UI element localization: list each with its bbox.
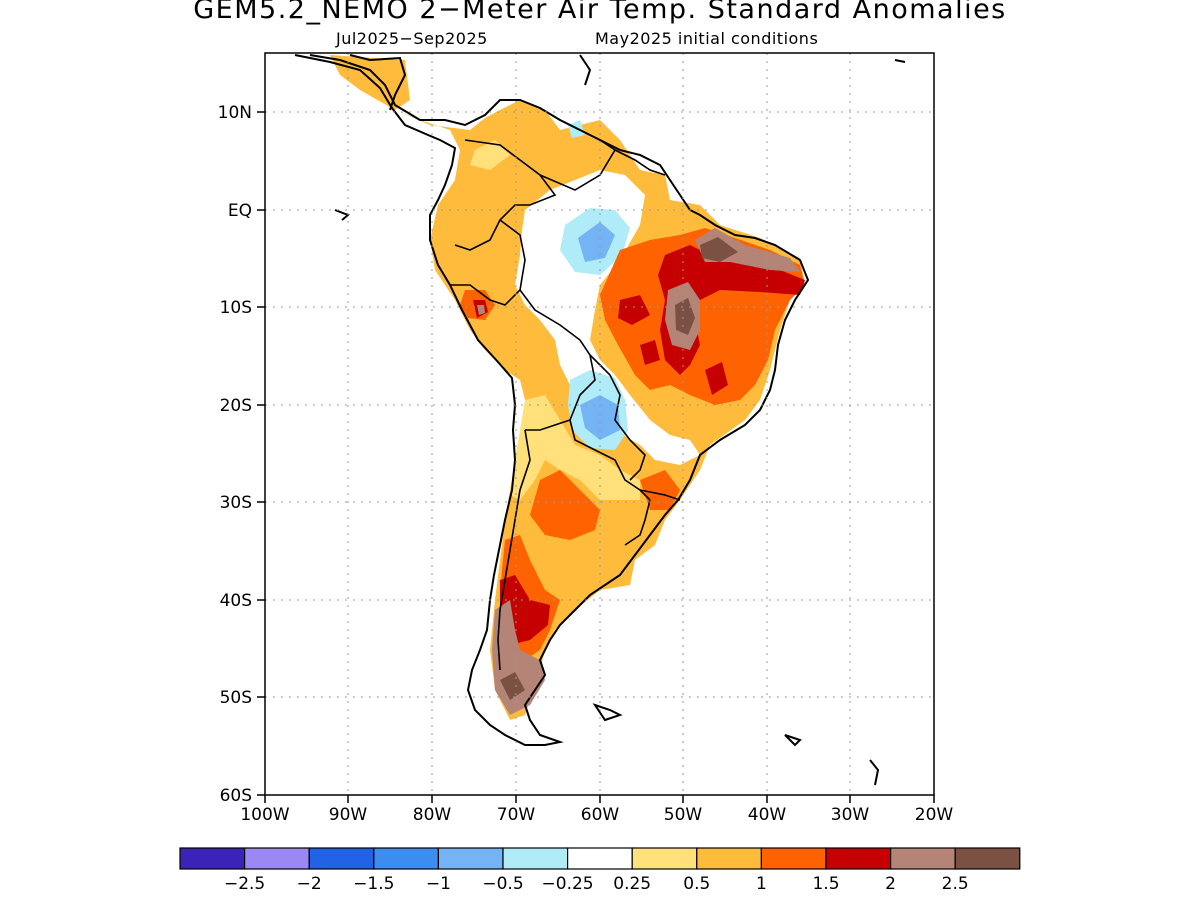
lon-label: 50W	[664, 805, 703, 825]
legend-label: 1.5	[812, 874, 839, 894]
lat-labels: 10N EQ 10S 20S 30S 40S 50S 60S	[218, 103, 252, 806]
legend-color-box	[373, 847, 439, 870]
legend-color-box	[760, 847, 827, 870]
lon-label: 80W	[413, 805, 452, 825]
coastlines	[294, 54, 906, 786]
lon-labels: 100W 90W 80W 70W 60W 50W 40W 30W 20W	[240, 805, 953, 825]
legend-label: −0.5	[482, 874, 523, 894]
lat-label: 60S	[220, 786, 252, 806]
lat-label: 10S	[220, 298, 252, 318]
legend-color-box	[502, 847, 569, 870]
legend-color-box	[244, 847, 310, 870]
legend-labels: −2.5 −2 −1.5 −1 −0.5 −0.25 0.25 0.5 1 1.5 2 2.5	[224, 874, 969, 894]
lat-label: 20S	[220, 396, 252, 416]
tick-marks	[257, 111, 935, 803]
anomaly-region-1	[330, 55, 805, 720]
lon-label: 70W	[497, 805, 536, 825]
coastline-path	[894, 59, 906, 63]
anomaly-region-14	[618, 295, 650, 325]
anomaly-region-6	[578, 222, 615, 262]
lon-label: 20W	[915, 805, 954, 825]
initial-conditions: May2025 initial conditions	[595, 29, 819, 48]
anomaly-region-19	[700, 237, 738, 262]
coastline-path	[349, 54, 407, 111]
lat-label: 40S	[220, 591, 252, 611]
border-path	[614, 149, 666, 176]
forecast-period: Jul2025−Sep2025	[336, 29, 488, 48]
border-path	[454, 139, 557, 251]
legend-color-box	[889, 847, 956, 870]
coastline-path	[784, 734, 802, 747]
legend-color-box	[308, 847, 375, 870]
legend-label: 2	[885, 874, 896, 894]
lon-label: 40W	[748, 805, 787, 825]
lat-label: EQ	[228, 201, 252, 221]
anomaly-region-15	[640, 340, 660, 365]
legend-label: 1	[756, 874, 767, 894]
anomaly-region-2	[510, 395, 640, 500]
legend-color-box	[437, 847, 504, 870]
lon-label: 100W	[240, 805, 289, 825]
border-path	[639, 489, 681, 501]
legend-label: −0.25	[542, 874, 594, 894]
lon-label: 60W	[581, 805, 620, 825]
legend-label: −2.5	[224, 874, 265, 894]
map-title: GEM5.2_NEMO 2−Meter Air Temp. Standard A…	[193, 0, 1007, 25]
lat-label: 30S	[220, 493, 252, 513]
coastline-path	[579, 54, 592, 86]
coastline-path	[294, 54, 810, 746]
border-path	[450, 219, 526, 306]
country-borders	[450, 139, 681, 671]
legend-boxes	[179, 847, 1021, 870]
legend-label: −2	[297, 874, 322, 894]
legend-color-box	[825, 847, 892, 870]
border-path	[497, 429, 531, 671]
lat-label: 10N	[218, 103, 252, 123]
anomaly-region-11	[530, 470, 600, 540]
anomaly-region-16	[705, 362, 728, 395]
anomaly-region-27	[500, 672, 525, 700]
legend-color-box	[179, 847, 246, 870]
lon-label: 30W	[831, 805, 870, 825]
legend-label: −1.5	[353, 874, 394, 894]
legend-label: 2.5	[942, 874, 969, 894]
legend-color-box	[631, 847, 698, 870]
legend-label: 0.5	[683, 874, 710, 894]
coastline-path	[592, 703, 623, 722]
legend-color-box	[566, 847, 633, 870]
border-path	[519, 289, 596, 431]
anomaly-region-3	[470, 140, 510, 170]
legend-color-box	[954, 847, 1021, 870]
coastline-path	[869, 759, 880, 786]
anomaly-region-8	[580, 395, 620, 440]
anomaly-region-13	[658, 245, 805, 375]
lat-label: 50S	[220, 688, 252, 708]
border-path	[624, 499, 651, 546]
legend-label: −1	[426, 874, 451, 894]
lon-label: 90W	[329, 805, 368, 825]
legend-label: 0.25	[613, 874, 651, 894]
border-path	[589, 354, 646, 481]
legend-color-box	[696, 847, 762, 870]
